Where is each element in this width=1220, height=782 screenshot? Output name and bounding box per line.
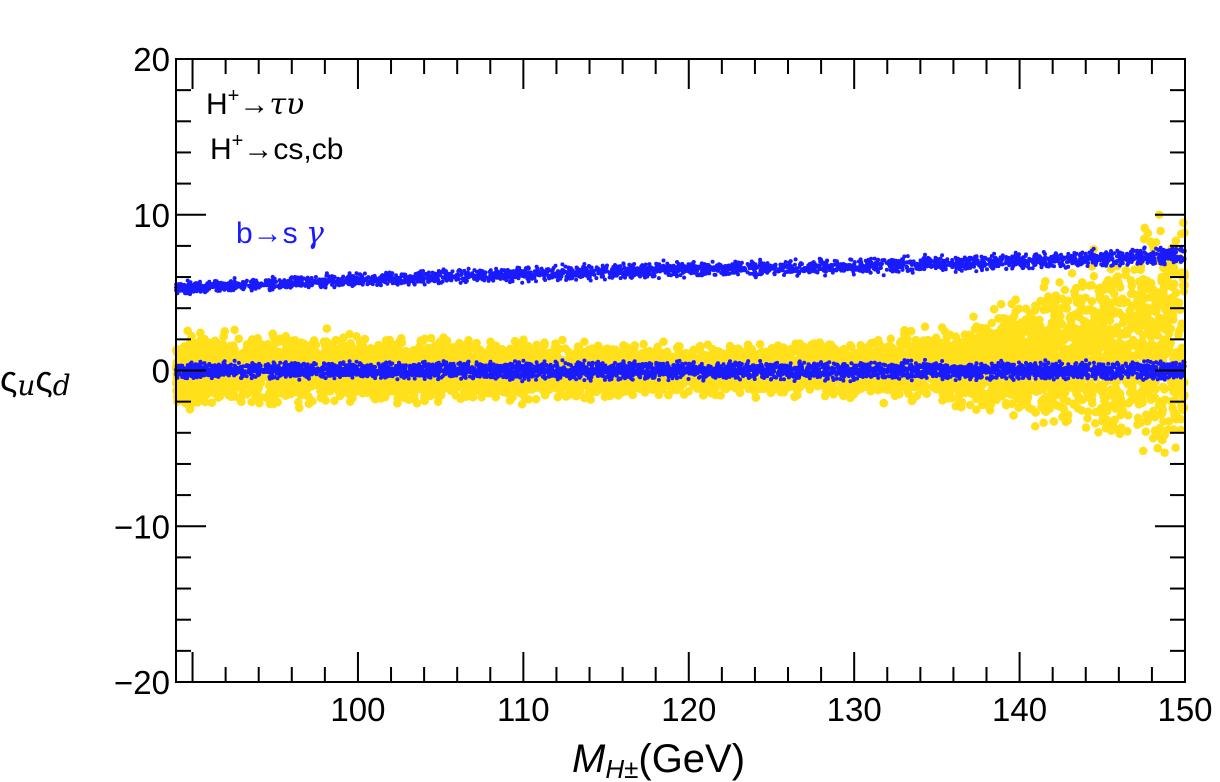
point: [969, 312, 978, 322]
point: [1067, 269, 1077, 278]
point: [531, 394, 541, 404]
point: [1160, 448, 1169, 457]
point: [1030, 422, 1040, 431]
point: [639, 339, 648, 349]
point: [426, 333, 436, 343]
point: [1171, 443, 1180, 453]
scatter-points: [171, 210, 1189, 457]
point: [886, 334, 896, 343]
point: [942, 332, 952, 341]
point: [920, 322, 930, 332]
point: [230, 325, 239, 335]
point: [716, 391, 726, 400]
point: [1156, 226, 1165, 236]
point: [755, 339, 765, 349]
point: [1087, 297, 1097, 306]
point: [1094, 428, 1103, 437]
point: [1039, 418, 1048, 427]
point: [1109, 289, 1119, 298]
point: [1081, 423, 1091, 432]
point: [255, 399, 264, 408]
point: [1060, 285, 1070, 295]
